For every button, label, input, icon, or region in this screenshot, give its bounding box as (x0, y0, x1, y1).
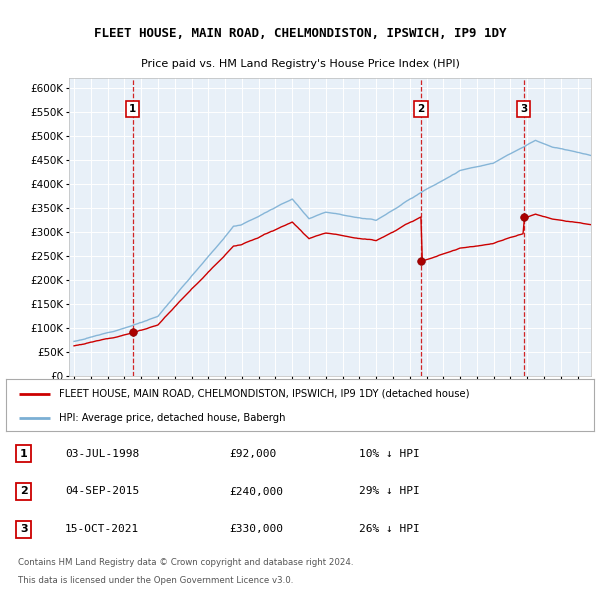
Text: £240,000: £240,000 (229, 487, 283, 497)
Text: 1: 1 (20, 448, 28, 458)
Text: £92,000: £92,000 (229, 448, 277, 458)
Text: 15-OCT-2021: 15-OCT-2021 (65, 525, 139, 535)
Text: This data is licensed under the Open Government Licence v3.0.: This data is licensed under the Open Gov… (18, 576, 293, 585)
Text: FLEET HOUSE, MAIN ROAD, CHELMONDISTON, IPSWICH, IP9 1DY: FLEET HOUSE, MAIN ROAD, CHELMONDISTON, I… (94, 27, 506, 40)
Text: £330,000: £330,000 (229, 525, 283, 535)
Text: 3: 3 (520, 104, 527, 114)
Text: 10% ↓ HPI: 10% ↓ HPI (359, 448, 419, 458)
Text: 1: 1 (129, 104, 136, 114)
Text: 29% ↓ HPI: 29% ↓ HPI (359, 487, 419, 497)
Text: FLEET HOUSE, MAIN ROAD, CHELMONDISTON, IPSWICH, IP9 1DY (detached house): FLEET HOUSE, MAIN ROAD, CHELMONDISTON, I… (59, 389, 469, 399)
Text: 3: 3 (20, 525, 28, 535)
Text: Price paid vs. HM Land Registry's House Price Index (HPI): Price paid vs. HM Land Registry's House … (140, 59, 460, 69)
Text: HPI: Average price, detached house, Babergh: HPI: Average price, detached house, Babe… (59, 413, 286, 423)
Text: 26% ↓ HPI: 26% ↓ HPI (359, 525, 419, 535)
Text: 03-JUL-1998: 03-JUL-1998 (65, 448, 139, 458)
Text: 2: 2 (20, 487, 28, 497)
Text: 2: 2 (418, 104, 425, 114)
Text: 04-SEP-2015: 04-SEP-2015 (65, 487, 139, 497)
Text: Contains HM Land Registry data © Crown copyright and database right 2024.: Contains HM Land Registry data © Crown c… (18, 558, 353, 567)
